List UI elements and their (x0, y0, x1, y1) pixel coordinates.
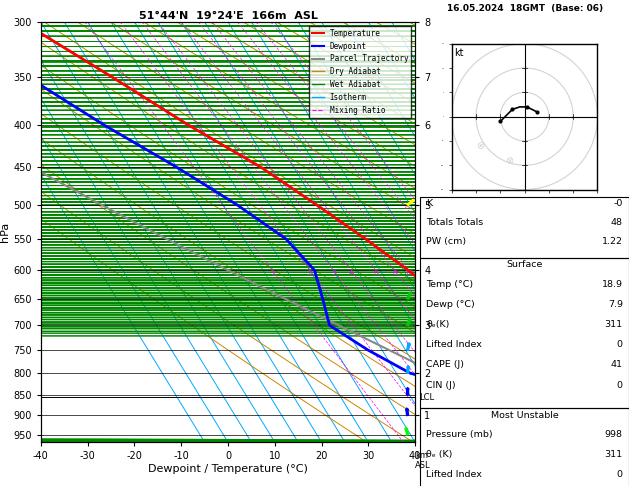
Text: 18.9: 18.9 (602, 280, 623, 289)
Text: CIN (J): CIN (J) (426, 381, 456, 390)
Text: LCL: LCL (419, 393, 434, 401)
Text: kt: kt (455, 48, 464, 58)
Text: 998: 998 (604, 431, 623, 439)
Text: 10: 10 (404, 270, 414, 276)
Text: K: K (426, 199, 433, 208)
Text: 0: 0 (617, 381, 623, 390)
Y-axis label: hPa: hPa (1, 222, 11, 242)
Text: 48: 48 (611, 218, 623, 227)
Text: 41: 41 (611, 361, 623, 369)
Text: 16.05.2024  18GMT  (Base: 06): 16.05.2024 18GMT (Base: 06) (447, 4, 603, 13)
Text: θₑ(K): θₑ(K) (426, 320, 450, 330)
Text: Lifted Index: Lifted Index (426, 470, 482, 479)
Text: PW (cm): PW (cm) (426, 237, 467, 246)
Text: 3: 3 (331, 270, 336, 276)
Text: -0: -0 (613, 199, 623, 208)
X-axis label: Dewpoint / Temperature (°C): Dewpoint / Temperature (°C) (148, 464, 308, 474)
Text: 0: 0 (617, 470, 623, 479)
Text: θₑ (K): θₑ (K) (426, 451, 453, 459)
Text: Temp (°C): Temp (°C) (426, 280, 474, 289)
Bar (420, 408, 629, 486)
Text: 311: 311 (604, 320, 623, 330)
Text: km
ASL: km ASL (415, 451, 431, 470)
Text: 4: 4 (348, 270, 353, 276)
Text: 1: 1 (270, 270, 274, 276)
Text: Pressure (mb): Pressure (mb) (426, 431, 493, 439)
Text: 7.9: 7.9 (608, 300, 623, 309)
Title: 51°44'N  19°24'E  166m  ASL: 51°44'N 19°24'E 166m ASL (138, 11, 318, 21)
Text: 0: 0 (617, 340, 623, 349)
Text: 8: 8 (392, 270, 397, 276)
Text: 311: 311 (604, 451, 623, 459)
Text: Surface: Surface (506, 260, 543, 269)
Bar (420, 258, 629, 408)
Text: $\otimes$: $\otimes$ (476, 140, 486, 151)
Text: CAPE (J): CAPE (J) (426, 361, 464, 369)
Text: Lifted Index: Lifted Index (426, 340, 482, 349)
Text: 6: 6 (374, 270, 378, 276)
Text: Dewp (°C): Dewp (°C) (426, 300, 475, 309)
Text: 1.22: 1.22 (602, 237, 623, 246)
Text: Totals Totals: Totals Totals (426, 218, 484, 227)
Legend: Temperature, Dewpoint, Parcel Trajectory, Dry Adiabat, Wet Adiabat, Isotherm, Mi: Temperature, Dewpoint, Parcel Trajectory… (309, 26, 411, 118)
Text: $\otimes$: $\otimes$ (505, 155, 515, 166)
Text: Most Unstable: Most Unstable (491, 411, 559, 420)
Text: 2: 2 (308, 270, 312, 276)
Bar (420, 197, 629, 258)
